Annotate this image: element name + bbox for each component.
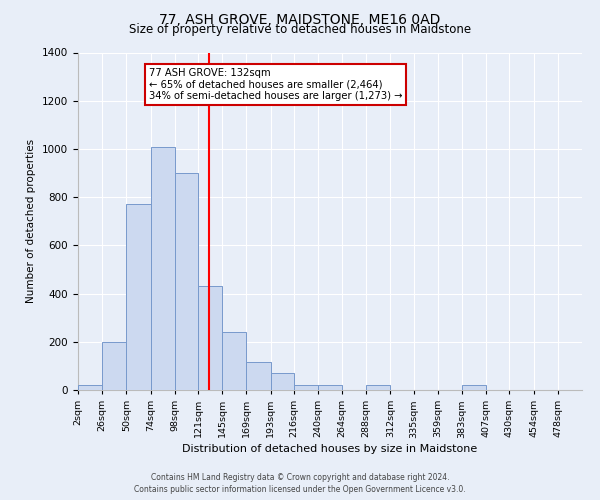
Text: 77, ASH GROVE, MAIDSTONE, ME16 0AD: 77, ASH GROVE, MAIDSTONE, ME16 0AD xyxy=(160,12,440,26)
Text: Size of property relative to detached houses in Maidstone: Size of property relative to detached ho… xyxy=(129,22,471,36)
Bar xyxy=(102,342,127,390)
Bar xyxy=(462,385,486,390)
Bar xyxy=(127,204,151,390)
Bar xyxy=(198,286,222,390)
Bar xyxy=(78,385,102,390)
Bar xyxy=(294,385,318,390)
Bar xyxy=(366,385,391,390)
Y-axis label: Number of detached properties: Number of detached properties xyxy=(26,139,37,304)
Bar xyxy=(222,332,247,390)
Text: Contains HM Land Registry data © Crown copyright and database right 2024.
Contai: Contains HM Land Registry data © Crown c… xyxy=(134,473,466,494)
Bar xyxy=(175,173,198,390)
Text: 77 ASH GROVE: 132sqm
← 65% of detached houses are smaller (2,464)
34% of semi-de: 77 ASH GROVE: 132sqm ← 65% of detached h… xyxy=(149,68,402,101)
Bar xyxy=(271,373,294,390)
X-axis label: Distribution of detached houses by size in Maidstone: Distribution of detached houses by size … xyxy=(182,444,478,454)
Bar xyxy=(151,146,175,390)
Bar xyxy=(247,362,271,390)
Bar xyxy=(318,385,342,390)
